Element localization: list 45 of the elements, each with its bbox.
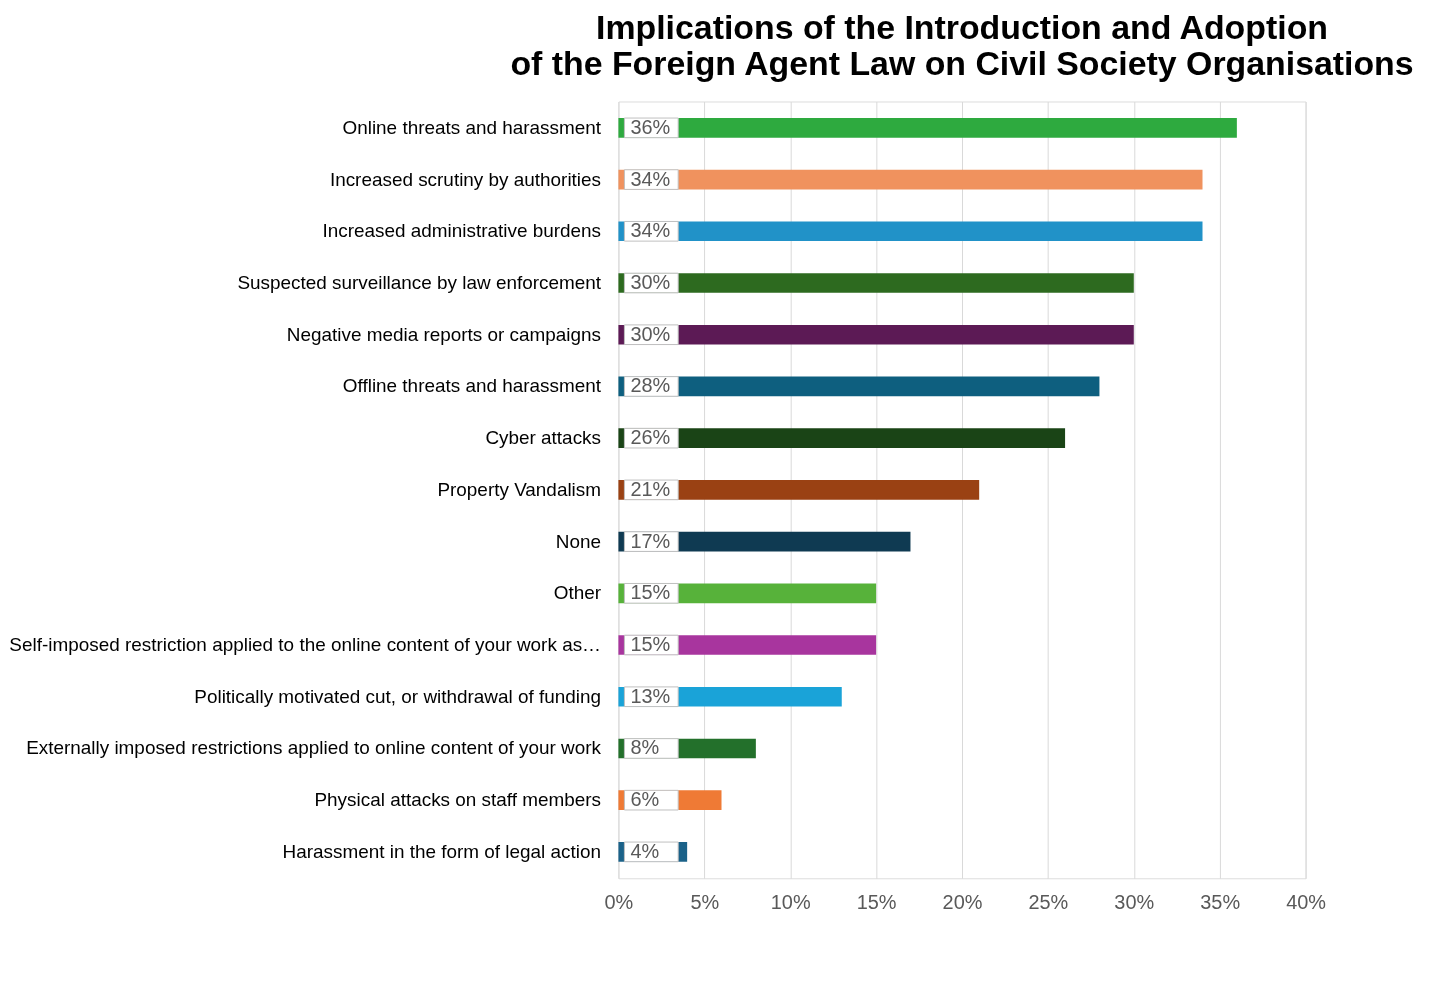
y-tick-label: Online threats and harassment bbox=[342, 116, 602, 138]
y-tick-label: Suspected surveillance by law enforcement bbox=[237, 271, 602, 293]
data-label: 15% bbox=[630, 581, 671, 604]
y-tick-label: Politically motivated cut, or withdrawal of funding bbox=[194, 685, 601, 707]
y-tick-label: None bbox=[555, 530, 601, 552]
x-tick-label: 40% bbox=[1286, 890, 1326, 913]
x-tick-label: 20% bbox=[942, 890, 983, 913]
y-tick-label: Increased scrutiny by authorities bbox=[329, 168, 601, 190]
y-tick-label: Physical attacks on staff members bbox=[314, 789, 601, 811]
data-label: 36% bbox=[630, 115, 671, 138]
y-tick-label: Increased administrative burdens bbox=[322, 220, 601, 242]
data-label: 13% bbox=[630, 684, 671, 707]
data-label: 26% bbox=[630, 426, 671, 449]
y-tick-label: Self-imposed restriction applied to the online content of your work as… bbox=[9, 634, 601, 655]
bar bbox=[618, 324, 1134, 345]
data-label: 17% bbox=[630, 529, 671, 552]
data-label: 21% bbox=[630, 477, 671, 500]
x-tick-label: 35% bbox=[1200, 890, 1241, 913]
x-tick-label: 25% bbox=[1028, 890, 1069, 913]
data-label: 34% bbox=[630, 219, 671, 242]
bar bbox=[618, 118, 1237, 138]
data-label: 34% bbox=[630, 167, 671, 190]
bar bbox=[618, 273, 1134, 293]
data-label: 30% bbox=[630, 322, 671, 345]
y-tick-label: Offline threats and harassment bbox=[342, 375, 602, 397]
chart-title: Implications of the Introduction and Adoption of the Foreign Agent Law on Civil Society Organisations bbox=[510, 7, 1414, 82]
x-tick-label: 0% bbox=[604, 890, 634, 913]
bar bbox=[618, 169, 1203, 190]
data-label: 15% bbox=[630, 633, 671, 655]
y-tick-label: Cyber attacks bbox=[485, 427, 601, 449]
data-label: 30% bbox=[630, 270, 671, 293]
x-tick-label: 30% bbox=[1114, 890, 1155, 913]
data-label: 4% bbox=[630, 839, 660, 862]
x-tick-label: 15% bbox=[856, 890, 897, 913]
y-tick-label: Property Vandalism bbox=[437, 478, 601, 500]
data-label: 6% bbox=[630, 788, 660, 811]
y-tick-label: Harassment in the form of legal action bbox=[282, 840, 601, 862]
y-tick-label: Externally imposed restrictions applied to online content of your work bbox=[26, 737, 602, 759]
data-label: 28% bbox=[630, 374, 671, 397]
y-tick-label: Negative media reports or campaigns bbox=[286, 323, 601, 345]
x-tick-label: 5% bbox=[690, 890, 720, 913]
y-tick-label: Other bbox=[553, 582, 601, 604]
bar bbox=[618, 221, 1203, 242]
x-tick-label: 10% bbox=[770, 890, 811, 913]
data-label: 8% bbox=[630, 736, 660, 759]
